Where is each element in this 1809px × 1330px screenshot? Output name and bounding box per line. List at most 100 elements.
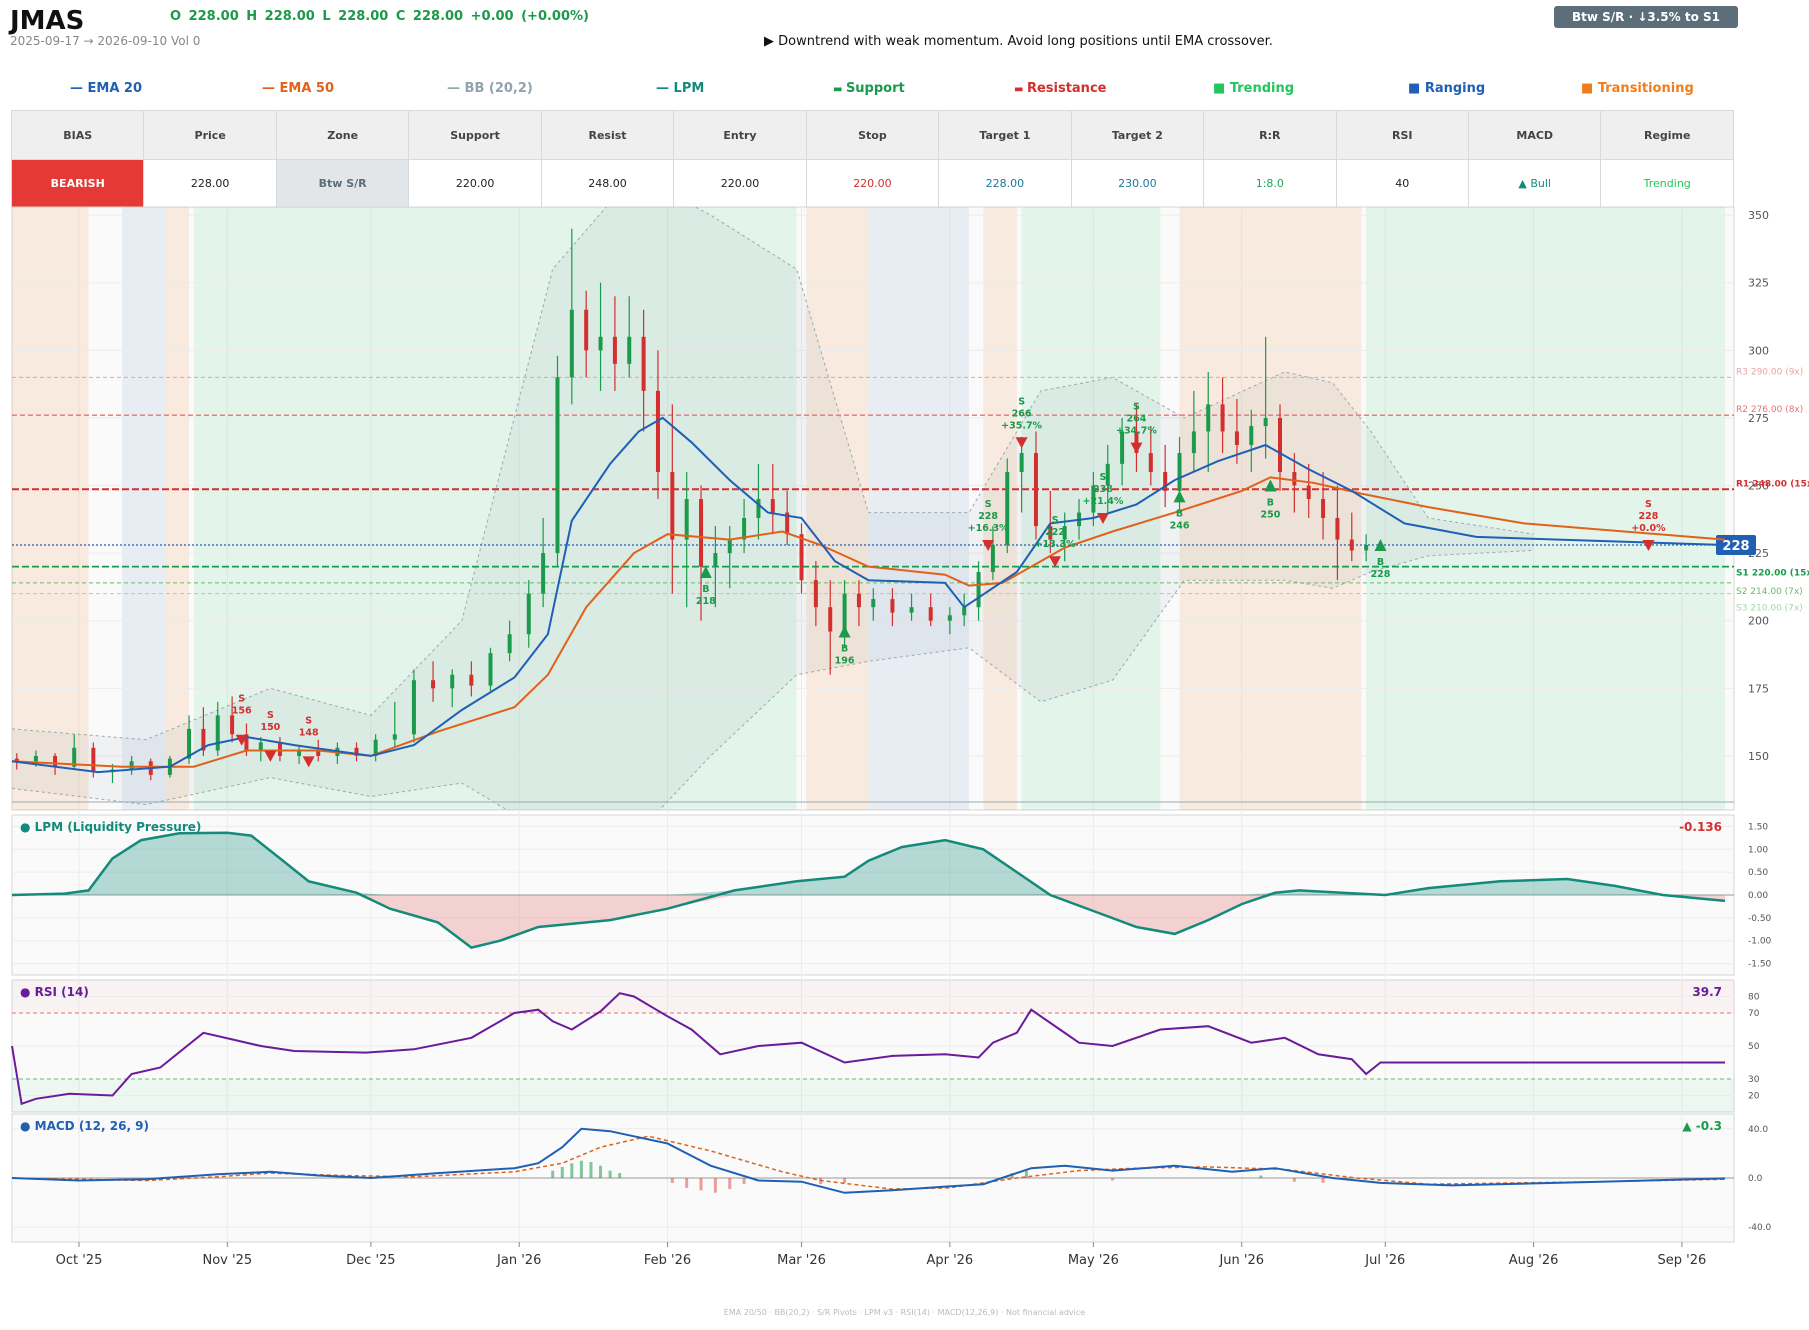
summary-table: BIAS Price Zone Support Resist Entry Stop Targe… (10, 110, 1734, 208)
macd-histogram-bar (685, 1178, 689, 1188)
candle-body (928, 607, 933, 621)
legend-item: ▬ Resistance (1014, 81, 1106, 96)
macd-histogram-bar (560, 1166, 564, 1178)
signal-label: +13.3% (1035, 539, 1076, 550)
x-tick-label: Jul '26 (1364, 1253, 1405, 1268)
macd-histogram-bar (579, 1160, 583, 1178)
signal-label: 218 (696, 596, 716, 607)
legend-item: — LPM (656, 81, 704, 96)
summary-header: Stop (805, 110, 940, 160)
lpm-tick-label: 0.50 (1748, 868, 1768, 878)
summary-header: BIAS (10, 110, 145, 160)
price-tick-label: 275 (1748, 412, 1769, 425)
legend-swatch-icon: ■ (1408, 81, 1425, 96)
candle-body (990, 545, 995, 573)
candle-body (828, 607, 833, 632)
signal-label: B (702, 584, 709, 595)
candle-body (1206, 404, 1211, 432)
candle-body (1105, 463, 1110, 486)
lpm-tick-label: 0.00 (1748, 891, 1768, 901)
candle-body (33, 755, 38, 762)
candle-body (569, 309, 574, 378)
candle-body (354, 747, 359, 756)
summary-header: Target 1 (938, 110, 1072, 160)
signal-label: B (1176, 508, 1183, 519)
legend-item: ■ Transitioning (1581, 81, 1694, 96)
price-tick-label: 325 (1748, 277, 1769, 290)
macd-tick-label: 0.0 (1748, 1174, 1763, 1184)
summary-cell: 230.00 (1070, 159, 1205, 208)
candle-body (1364, 545, 1369, 551)
legend-label: LPM (673, 81, 705, 96)
regime-band (165, 207, 190, 810)
regime-band (193, 207, 797, 810)
candle-body (655, 390, 660, 472)
candle-body (1033, 453, 1038, 527)
legend-item: — EMA 50 (262, 81, 334, 96)
candle-body (856, 593, 861, 608)
legend-item: — EMA 20 (70, 81, 142, 96)
lpm-tick-label: 1.00 (1748, 845, 1768, 855)
price-tick-label: 200 (1748, 615, 1769, 628)
macd-histogram-bar (699, 1178, 703, 1191)
candle-body (1335, 517, 1340, 540)
signal-label: S (305, 715, 312, 726)
candle-body (756, 499, 761, 518)
ticker-symbol: JMAS (10, 6, 85, 36)
candle-body (842, 593, 847, 632)
lpm-tick-label: -1.00 (1748, 937, 1772, 947)
x-tick-label: Jan '26 (496, 1253, 541, 1268)
candle-body (469, 674, 474, 686)
legend-item: — BB (20,2) (447, 81, 533, 96)
x-tick-label: May '26 (1068, 1253, 1119, 1268)
chart-legend: — EMA 20 — EMA 50 — BB (20,2) — LPM ▬ Suppor… (0, 81, 1809, 99)
sr-level-label: S1 220.00 (15x) (1736, 569, 1809, 579)
macd-histogram-bar (728, 1178, 732, 1190)
lpm-tick-label: -0.50 (1748, 914, 1772, 924)
legend-label: Resistance (1026, 81, 1107, 96)
candle-body (1005, 471, 1010, 546)
lpm-positive-fill (12, 832, 1725, 895)
candle-body (14, 758, 19, 762)
signal-label: 250 (1261, 510, 1281, 521)
sell-marker (982, 540, 995, 552)
signal-label: S (1100, 472, 1107, 483)
summary-header: Price (143, 110, 277, 160)
signal-label: +21.4% (1083, 496, 1124, 507)
macd-histogram-bar (742, 1178, 746, 1185)
candle-body (1091, 485, 1096, 513)
candle-body (1134, 431, 1139, 454)
signal-label: S (1645, 499, 1652, 510)
candle-body (541, 553, 546, 594)
signal-label: S (267, 710, 274, 721)
summary-header: Resist (540, 110, 675, 160)
sell-marker (1642, 540, 1655, 552)
legend-label: EMA 20 (87, 81, 143, 96)
legend-swatch-icon: — (262, 81, 280, 96)
summary-cell: Trending (1600, 159, 1734, 208)
summary-header: Support (408, 110, 542, 160)
sell-marker (302, 756, 315, 768)
bollinger-lower (12, 549, 1534, 810)
sell-marker (1096, 512, 1109, 524)
candle-body (909, 607, 914, 613)
candle-body (1263, 417, 1268, 427)
legend-swatch-icon: ■ (1213, 81, 1230, 96)
candle-body (1163, 471, 1168, 491)
lpm-title: ● LPM (Liquidity Pressure) (20, 820, 201, 834)
candle-body (258, 742, 263, 751)
rsi-value: 39.7 (1692, 985, 1722, 999)
legend-item: ▬ Support (833, 81, 905, 96)
buy-marker (1264, 479, 1277, 492)
legend-item: ■ Ranging (1408, 81, 1485, 96)
candle-body (584, 309, 589, 351)
signal-label: 228 (1371, 569, 1391, 580)
candle-body (297, 750, 302, 756)
rsi-line (11, 992, 1725, 1106)
panel-frame (11, 206, 1735, 811)
signal-label: +35.7% (1001, 420, 1042, 431)
rsi-title: ● RSI (14) (20, 985, 89, 999)
candle-body (431, 680, 436, 689)
candle-body (871, 599, 876, 608)
candle-body (1278, 417, 1283, 472)
